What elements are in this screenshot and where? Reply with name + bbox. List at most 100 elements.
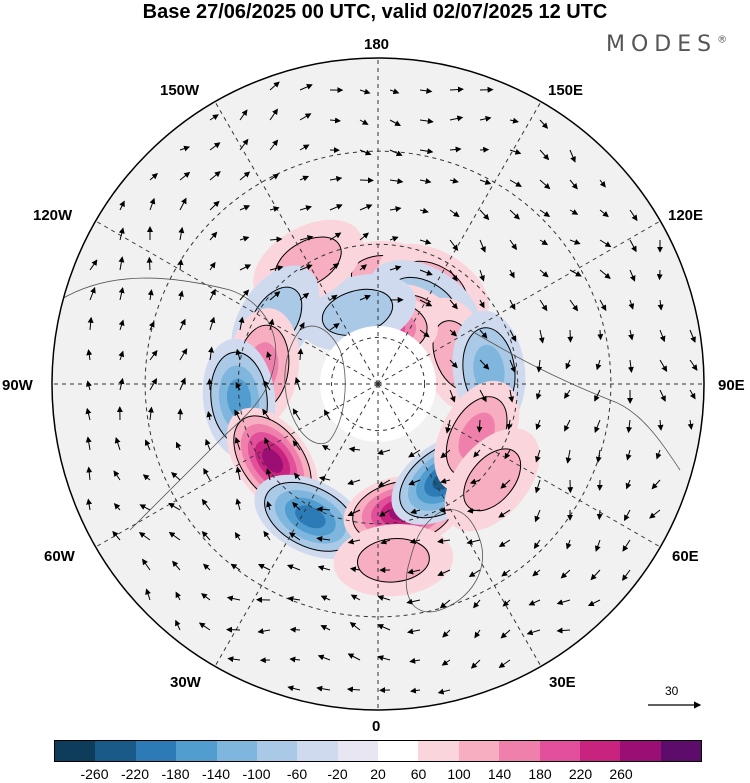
wind-arrow-232	[500, 479, 511, 489]
wind-arrow-172	[479, 389, 487, 403]
wind-arrow-329	[409, 657, 421, 664]
wind-arrow-323	[227, 656, 241, 663]
wind-arrow-60	[419, 207, 429, 214]
wind-arrow-39	[299, 175, 310, 182]
colorbar-swatch-6	[297, 741, 338, 761]
graticule	[52, 58, 704, 710]
colorbar-swatch-8	[378, 741, 419, 761]
wind-arrow-120	[479, 299, 485, 309]
wind-arrow-153	[297, 348, 304, 361]
wind-arrow-210	[440, 449, 451, 459]
meridian-150	[377, 101, 542, 385]
wind-arrow-139	[509, 329, 517, 342]
wind-arrow-252	[498, 509, 511, 518]
wind-arrow-327	[347, 653, 361, 661]
colorbar-swatch-15	[660, 741, 701, 761]
wind-arrow-305	[502, 599, 511, 607]
wind-arrow-246	[316, 506, 331, 513]
wind-arrow-314	[320, 625, 331, 631]
wind-arrow-275	[622, 539, 631, 552]
wind-arrow-195	[626, 419, 633, 434]
wind-arrow-217	[655, 449, 662, 460]
wind-arrow-18	[509, 117, 519, 124]
wind-arrow-308	[587, 599, 601, 606]
wind-arrow-146	[86, 349, 93, 361]
wind-arrow-45	[479, 179, 492, 185]
wind-arrow-26	[359, 149, 372, 156]
wind-arrow-287	[468, 569, 481, 578]
wind-arrow-277	[172, 560, 181, 571]
colorbar-swatch-2	[135, 741, 177, 761]
wind-arrow-19	[539, 119, 549, 129]
wind-arrow-198	[85, 436, 92, 451]
wind-arrow-302	[406, 598, 421, 605]
wind-arrow-224	[265, 468, 272, 481]
wind-arrow-121	[509, 299, 516, 311]
wind-arrow-290	[560, 569, 571, 579]
wind-arrow-160	[627, 359, 634, 373]
wind-arrow-87	[89, 259, 98, 271]
wind-arrow-1	[299, 84, 313, 91]
wind-arrow-171	[449, 389, 456, 403]
wind-arrow-281	[286, 564, 301, 571]
wind-arrow-81	[509, 239, 517, 251]
wind-arrow-83	[569, 239, 581, 245]
wind-arrow-84	[599, 239, 612, 248]
wind-arrow-17	[479, 115, 492, 122]
wind-arrow-260	[168, 531, 181, 541]
wind-arrow-185	[234, 409, 241, 421]
wind-arrow-309	[175, 619, 181, 631]
wind-arrow-255	[596, 509, 603, 520]
wind-arrow-333	[287, 685, 301, 692]
wind-arrow-43	[419, 178, 432, 185]
wind-arrow-98	[419, 269, 433, 276]
wind-arrow-144	[659, 329, 666, 343]
wind-arrow-11	[299, 113, 312, 121]
wind-arrow-278	[202, 563, 211, 571]
wind-arrow-111	[209, 288, 216, 301]
wind-arrow-219	[113, 470, 121, 481]
wind-arrow-331	[470, 659, 481, 669]
wind-arrow-52	[179, 197, 187, 211]
wind-arrow-203	[234, 437, 241, 451]
wind-arrow-116	[359, 294, 371, 301]
wind-arrow-178	[659, 389, 666, 402]
wind-arrow-82	[539, 239, 549, 246]
wind-arrow-138	[479, 329, 488, 339]
wind-arrow-231	[469, 478, 481, 485]
wind-arrow-241	[168, 502, 181, 511]
wind-arrow-285	[407, 568, 421, 575]
wind-arrow-295	[201, 593, 211, 601]
wind-arrow-164	[118, 377, 125, 391]
lon-label-90e: 90E	[718, 377, 745, 394]
wind-arrow-289	[532, 569, 541, 577]
colorbar-swatch-1	[95, 741, 136, 761]
lon-label-120e: 120E	[668, 207, 704, 224]
modes-logo: MODES®	[606, 32, 728, 57]
wind-arrow-220	[142, 474, 151, 481]
wind-arrow-208	[377, 449, 391, 456]
wind-arrow-5	[419, 87, 433, 94]
wind-arrow-293	[145, 588, 151, 601]
wind-arrow-72	[239, 235, 250, 242]
wind-arrow-268	[409, 538, 421, 545]
wind-arrow-130	[179, 318, 186, 331]
wind-arrow-211	[473, 449, 481, 458]
wind-arrow-200	[144, 439, 151, 451]
wind-arrow-90	[177, 259, 184, 271]
wind-arrow-332	[498, 659, 511, 668]
wind-arrow-92	[239, 264, 252, 271]
wind-arrow-0	[269, 81, 280, 91]
wind-arrow-30	[479, 146, 490, 153]
wind-arrow-326	[317, 654, 331, 661]
wind-arrow-96	[359, 264, 368, 271]
wind-arrow-291	[590, 569, 601, 581]
wind-arrow-209	[408, 449, 421, 458]
meridian-330	[214, 383, 379, 667]
wind-arrow-156	[509, 359, 516, 373]
wind-arrow-113	[269, 291, 281, 301]
lon-label-30w: 30W	[170, 674, 201, 691]
wind-arrow-143	[628, 329, 634, 341]
wind-arrow-251	[467, 507, 481, 514]
wind-arrow-73	[269, 236, 283, 243]
